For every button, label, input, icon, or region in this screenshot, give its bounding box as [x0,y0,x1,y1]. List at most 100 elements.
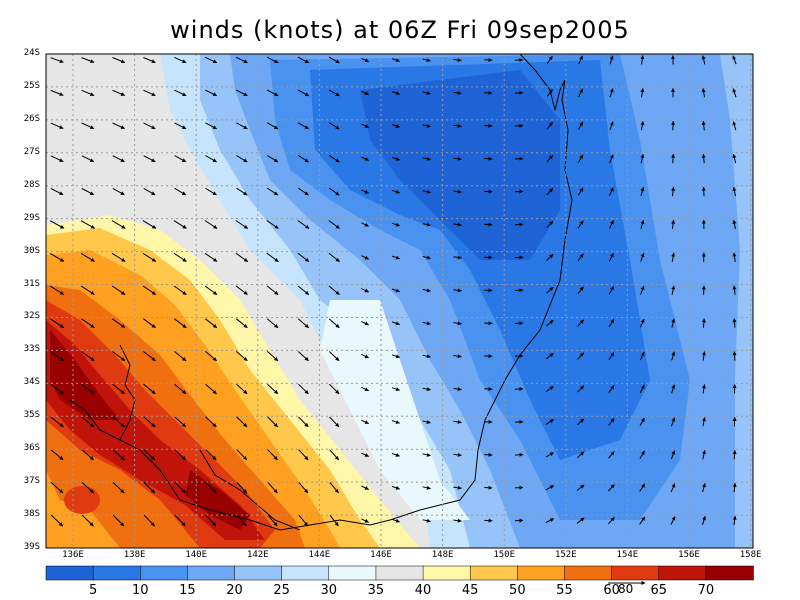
wind-arrow [328,252,340,262]
wind-arrow [609,121,614,131]
wind-arrow [702,483,706,493]
wind-arrow [50,416,64,428]
wind-arrow [546,55,553,64]
wind-arrow [81,514,94,527]
wind-arrow [732,88,737,98]
wind-arrow [205,449,217,461]
wind-arrow [204,318,218,329]
wind-arrow [49,285,65,295]
wind-arrow [174,351,187,362]
colorbar-swatch [328,565,377,581]
wind-arrow [235,56,248,64]
wind-arrow [328,89,340,97]
wind-arrow [546,286,554,294]
lon-label: 150E [493,550,516,560]
wind-arrow [174,383,187,395]
lat-label: 26S [23,113,40,124]
wind-arrow [266,252,279,263]
wind-arrow [112,482,125,494]
wind-arrow [609,187,614,196]
wind-arrow [701,318,706,328]
wind-arrow [81,351,95,362]
wind-arrow [577,385,585,393]
wind-arrow [361,518,369,523]
colorbar-label: 60 [603,583,620,598]
wind-arrow [112,122,125,130]
wind-arrow [732,186,737,197]
wind-arrow [391,485,400,490]
wind-arrow [266,220,279,229]
wind-arrow [49,220,65,229]
colorbar-swatch [705,565,754,581]
wind-arrow [235,89,248,97]
wind-arrow [671,186,676,197]
wind-arrow [391,321,400,326]
wind-arrow [640,121,645,131]
wind-arrow [235,252,249,263]
colorbar-swatch [517,565,566,581]
wind-arrow [329,416,340,428]
wind-arrow [266,56,279,64]
wind-arrow [422,255,431,260]
lat-label: 37S [23,476,40,487]
wind-arrow [391,255,400,260]
wind-arrow [174,89,187,97]
wind-arrow [361,452,369,457]
wind-vectors [49,55,737,548]
wind-arrow [205,187,217,196]
wind-speed-shading [46,54,753,548]
wind-arrow [453,123,462,128]
wind-arrow [545,518,555,524]
map-title: winds (knots) at 06Z Fri 09sep2005 [170,16,630,44]
wind-arrow [111,252,126,262]
wind-arrow [205,383,217,395]
wind-arrow [701,153,706,164]
wind-arrow [174,155,187,163]
wind-arrow [671,384,676,394]
wind-arrow [297,318,309,329]
wind-arrow [204,285,218,296]
lat-label: 27S [23,146,40,157]
wind-arrow [608,418,615,426]
wind-arrow [639,318,645,328]
colorbar-label: 45 [461,583,479,598]
wind-arrow [80,252,95,262]
lon-label: 146E [370,550,392,560]
wind-arrow [422,58,431,63]
wind-arrow [640,186,645,197]
wind-arrow [670,483,676,493]
wind-arrow [453,387,462,392]
wind-arrow [112,514,125,527]
wind-arrow [328,187,340,196]
wind-arrow [391,354,400,359]
wind-arrow [50,57,64,63]
colorbar-label: 70 [697,583,715,598]
wind-arrow [361,123,369,128]
wind-arrow [576,418,585,426]
colorbar-label: 5 [88,583,98,598]
wind-arrow [545,485,555,491]
wind-arrow [391,518,400,523]
lat-label: 24S [23,48,40,58]
wind-arrow [608,253,614,262]
wind-arrow [422,91,431,95]
wind-arrow [267,155,279,163]
reference-vector-label: 80 [618,582,634,596]
wind-arrow [267,514,278,527]
wind-arrow [361,386,369,392]
wind-arrow [328,56,340,64]
wind-arrow [81,57,95,63]
wind-arrow [577,187,584,196]
wind-arrow [453,419,462,424]
wind-arrow [577,286,584,295]
wind-arrow [174,514,186,527]
wind-arrow [361,255,369,260]
wind-arrow [609,55,614,65]
wind-arrow [639,516,646,525]
wind-arrow [577,253,584,262]
wind-arrow [236,514,247,527]
wind-arrow [204,252,218,262]
wind-arrow [111,220,126,229]
wind-arrow [453,189,462,194]
wind-arrow [205,155,217,163]
